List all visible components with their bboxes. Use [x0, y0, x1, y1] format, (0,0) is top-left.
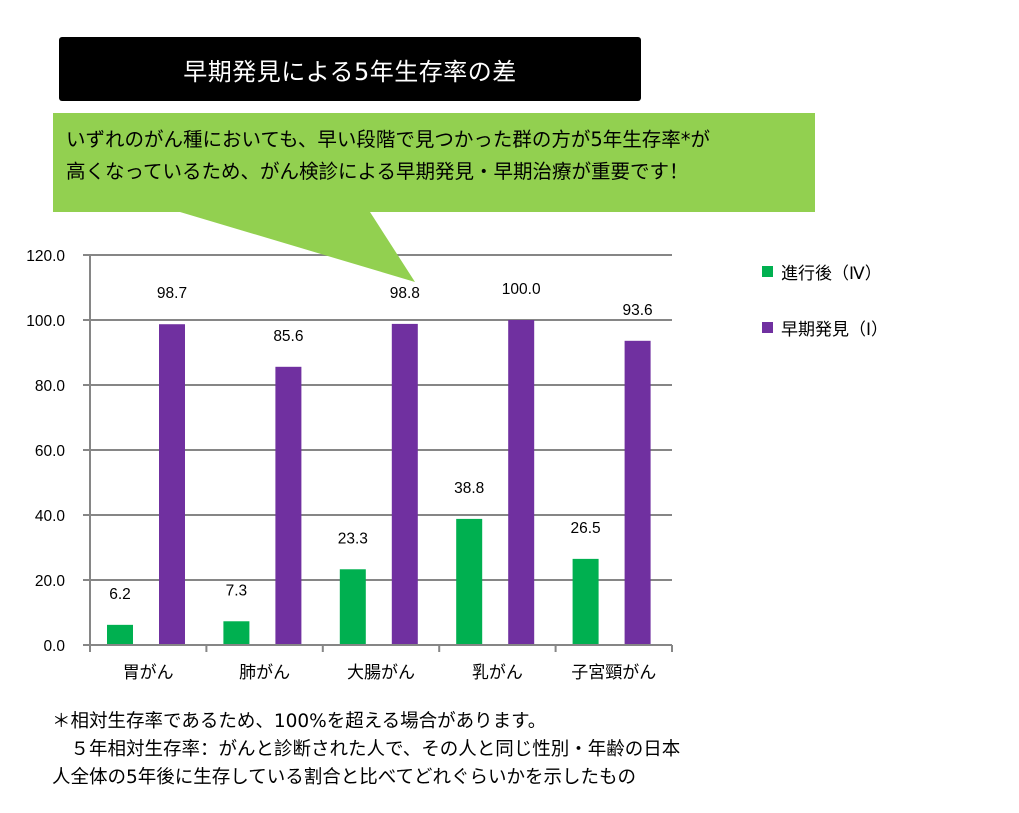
bar [275, 366, 302, 645]
footnote: ＊相対生存率であるため、100%を超える場合があります。 ５年相対生存率：がんと… [52, 708, 680, 792]
bar [456, 518, 483, 645]
legend-swatch-purple [762, 321, 773, 333]
callout-line-1: いずれのがん種においても、早い段階で見つかった群の方が5年生存率*が [66, 128, 711, 151]
data-label: 26.5 [571, 520, 601, 537]
x-tick-label: 乳がん [472, 663, 523, 683]
bar [391, 323, 418, 645]
bar [572, 558, 599, 645]
legend-label: 進行後（Ⅳ） [781, 263, 882, 284]
legend-item-early: 早期発見（Ⅰ） [762, 314, 888, 340]
data-label: 93.6 [623, 302, 653, 319]
y-tick-label: 60.0 [35, 443, 66, 460]
footnote-line-3: 人全体の5年後に生存している割合と比べてどれぐらいかを示したもの [52, 767, 636, 788]
callout-text: いずれのがん種においても、早い段階で見つかった群の方が5年生存率*が 高くなって… [66, 124, 811, 188]
y-axis: 0.0 20.0 40.0 60.0 80.0 100.0 120.0 [26, 248, 91, 655]
y-tick-label: 20.0 [35, 573, 66, 590]
x-tick-label: 胃がん [123, 663, 174, 683]
y-tick-label: 100.0 [26, 313, 65, 330]
data-label: 85.6 [273, 328, 303, 345]
legend: 進行後（Ⅳ） 早期発見（Ⅰ） [762, 258, 888, 370]
data-label: 6.2 [109, 586, 131, 603]
bar [624, 340, 651, 645]
bar [159, 324, 185, 645]
legend-label: 早期発見（Ⅰ） [781, 319, 889, 340]
data-label: 38.8 [454, 480, 484, 497]
y-tick-label: 120.0 [26, 248, 65, 265]
data-label: 23.3 [338, 530, 368, 547]
bar [223, 621, 250, 645]
data-label: 98.7 [157, 285, 187, 302]
y-tick-label: 40.0 [35, 508, 66, 525]
x-tick-label: 子宮頸がん [571, 663, 656, 683]
chart-title: 早期発見による5年生存率の差 [183, 57, 517, 86]
y-tick-label: 0.0 [43, 638, 65, 655]
y-tick-label: 80.0 [35, 378, 66, 395]
title-banner: 早期発見による5年生存率の差 [59, 37, 641, 101]
footnote-line-1: ＊相対生存率であるため、100%を超える場合があります。 [52, 711, 547, 732]
bar [508, 320, 535, 645]
data-label: 7.3 [226, 582, 248, 599]
x-axis: 胃がん 肺がん 大腸がん 乳がん 子宮頸がん [83, 644, 673, 683]
x-tick-label: 肺がん [239, 663, 290, 683]
x-tick-label: 大腸がん [347, 663, 415, 683]
data-label: 100.0 [502, 281, 541, 298]
bar [107, 624, 133, 645]
legend-item-advanced: 進行後（Ⅳ） [762, 258, 888, 284]
bar [339, 569, 366, 645]
legend-swatch-green [762, 265, 773, 277]
data-labels: 6.2 98.7 7.3 85.6 23.3 98.8 38.8 100.0 26.5 93.6 [109, 281, 652, 603]
bars [107, 320, 651, 645]
callout-bubble [53, 113, 815, 282]
footnote-line-2: ５年相対生存率：がんと診断された人で、その人と同じ性別・年齢の日本 [52, 739, 681, 760]
data-label: 98.8 [390, 285, 420, 302]
callout-line-2: 高くなっているため、がん検診による早期発見・早期治療が重要です！ [66, 160, 689, 183]
